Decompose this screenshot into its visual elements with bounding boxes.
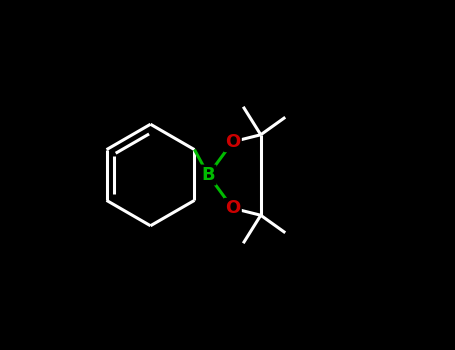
Text: B: B xyxy=(202,166,215,184)
Text: O: O xyxy=(225,133,240,151)
Text: O: O xyxy=(225,199,240,217)
